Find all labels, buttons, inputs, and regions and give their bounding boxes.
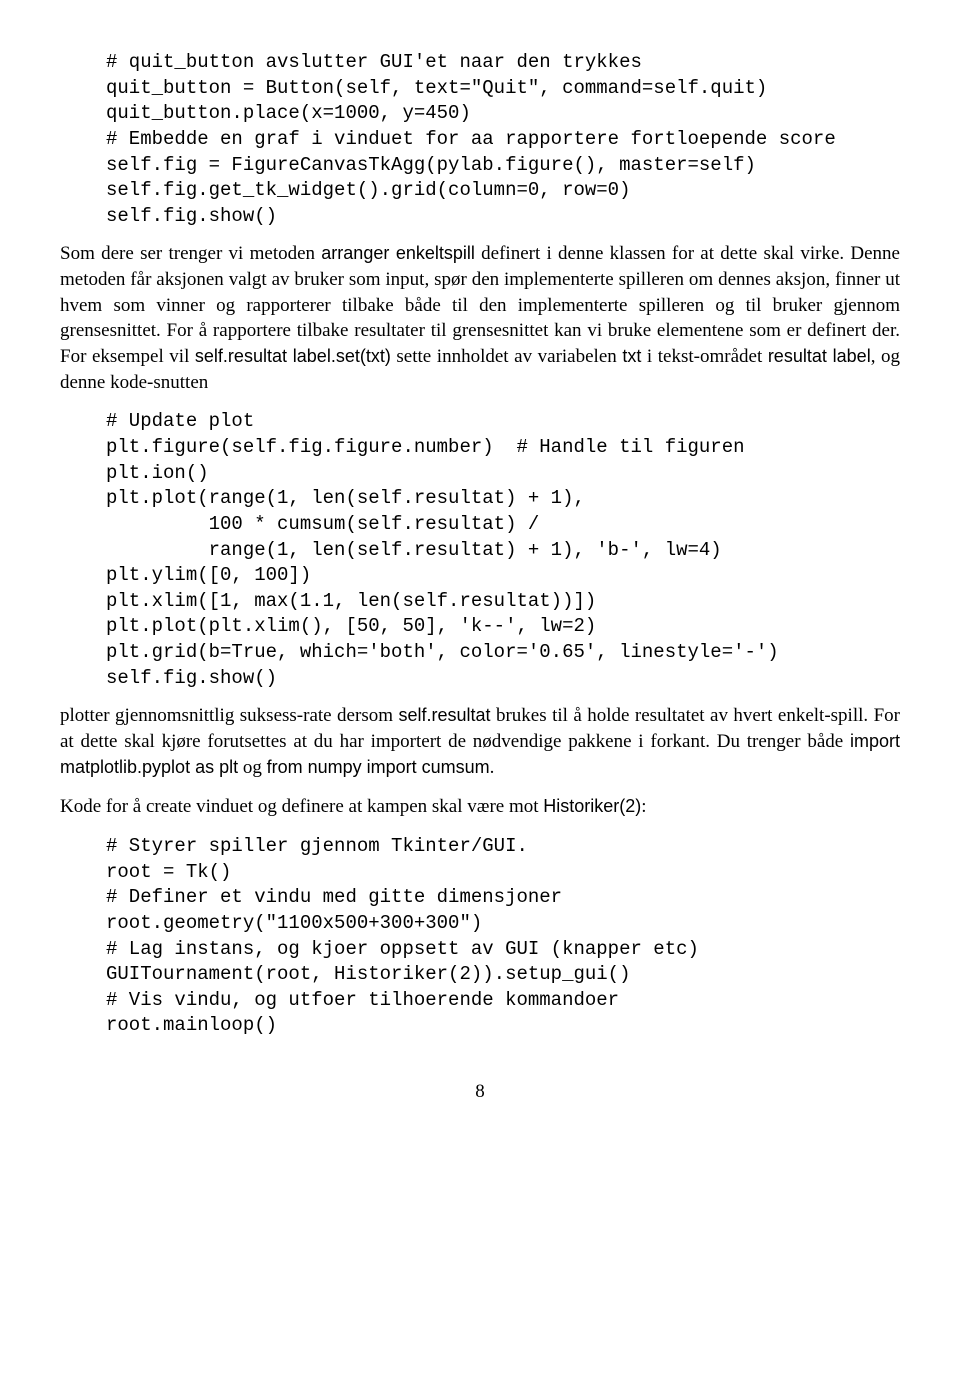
inline-code: arranger enkeltspill — [321, 243, 475, 263]
inline-code: self.resultat — [398, 705, 490, 725]
inline-code: txt — [622, 346, 641, 366]
page-number: 8 — [60, 1079, 900, 1105]
inline-code: Historiker(2) — [543, 796, 641, 816]
inline-code: from numpy import cumsum — [267, 757, 490, 777]
code-block-3: # Styrer spiller gjennom Tkinter/GUI. ro… — [106, 834, 900, 1039]
code-block-1: # quit_button avslutter GUI'et naar den … — [106, 50, 900, 229]
paragraph-2: plotter gjennomsnittlig suksess-rate der… — [60, 703, 900, 780]
text: og — [238, 757, 267, 778]
inline-code: self.resultat label.set(txt) — [195, 346, 391, 366]
text: plotter gjennomsnittlig suksess-rate der… — [60, 705, 398, 726]
code-block-2: # Update plot plt.figure(self.fig.figure… — [106, 409, 900, 691]
text: Som dere ser trenger vi metoden — [60, 243, 321, 264]
paragraph-1: Som dere ser trenger vi metoden arranger… — [60, 241, 900, 395]
text: : — [641, 796, 646, 817]
text: i tekst-området — [641, 346, 767, 367]
paragraph-3: Kode for å create vinduet og definere at… — [60, 794, 900, 820]
text: Kode for å create vinduet og definere at… — [60, 796, 543, 817]
text: sette innholdet av variabelen — [391, 346, 623, 367]
text: . — [490, 757, 495, 778]
inline-code: resultat label — [768, 346, 871, 366]
